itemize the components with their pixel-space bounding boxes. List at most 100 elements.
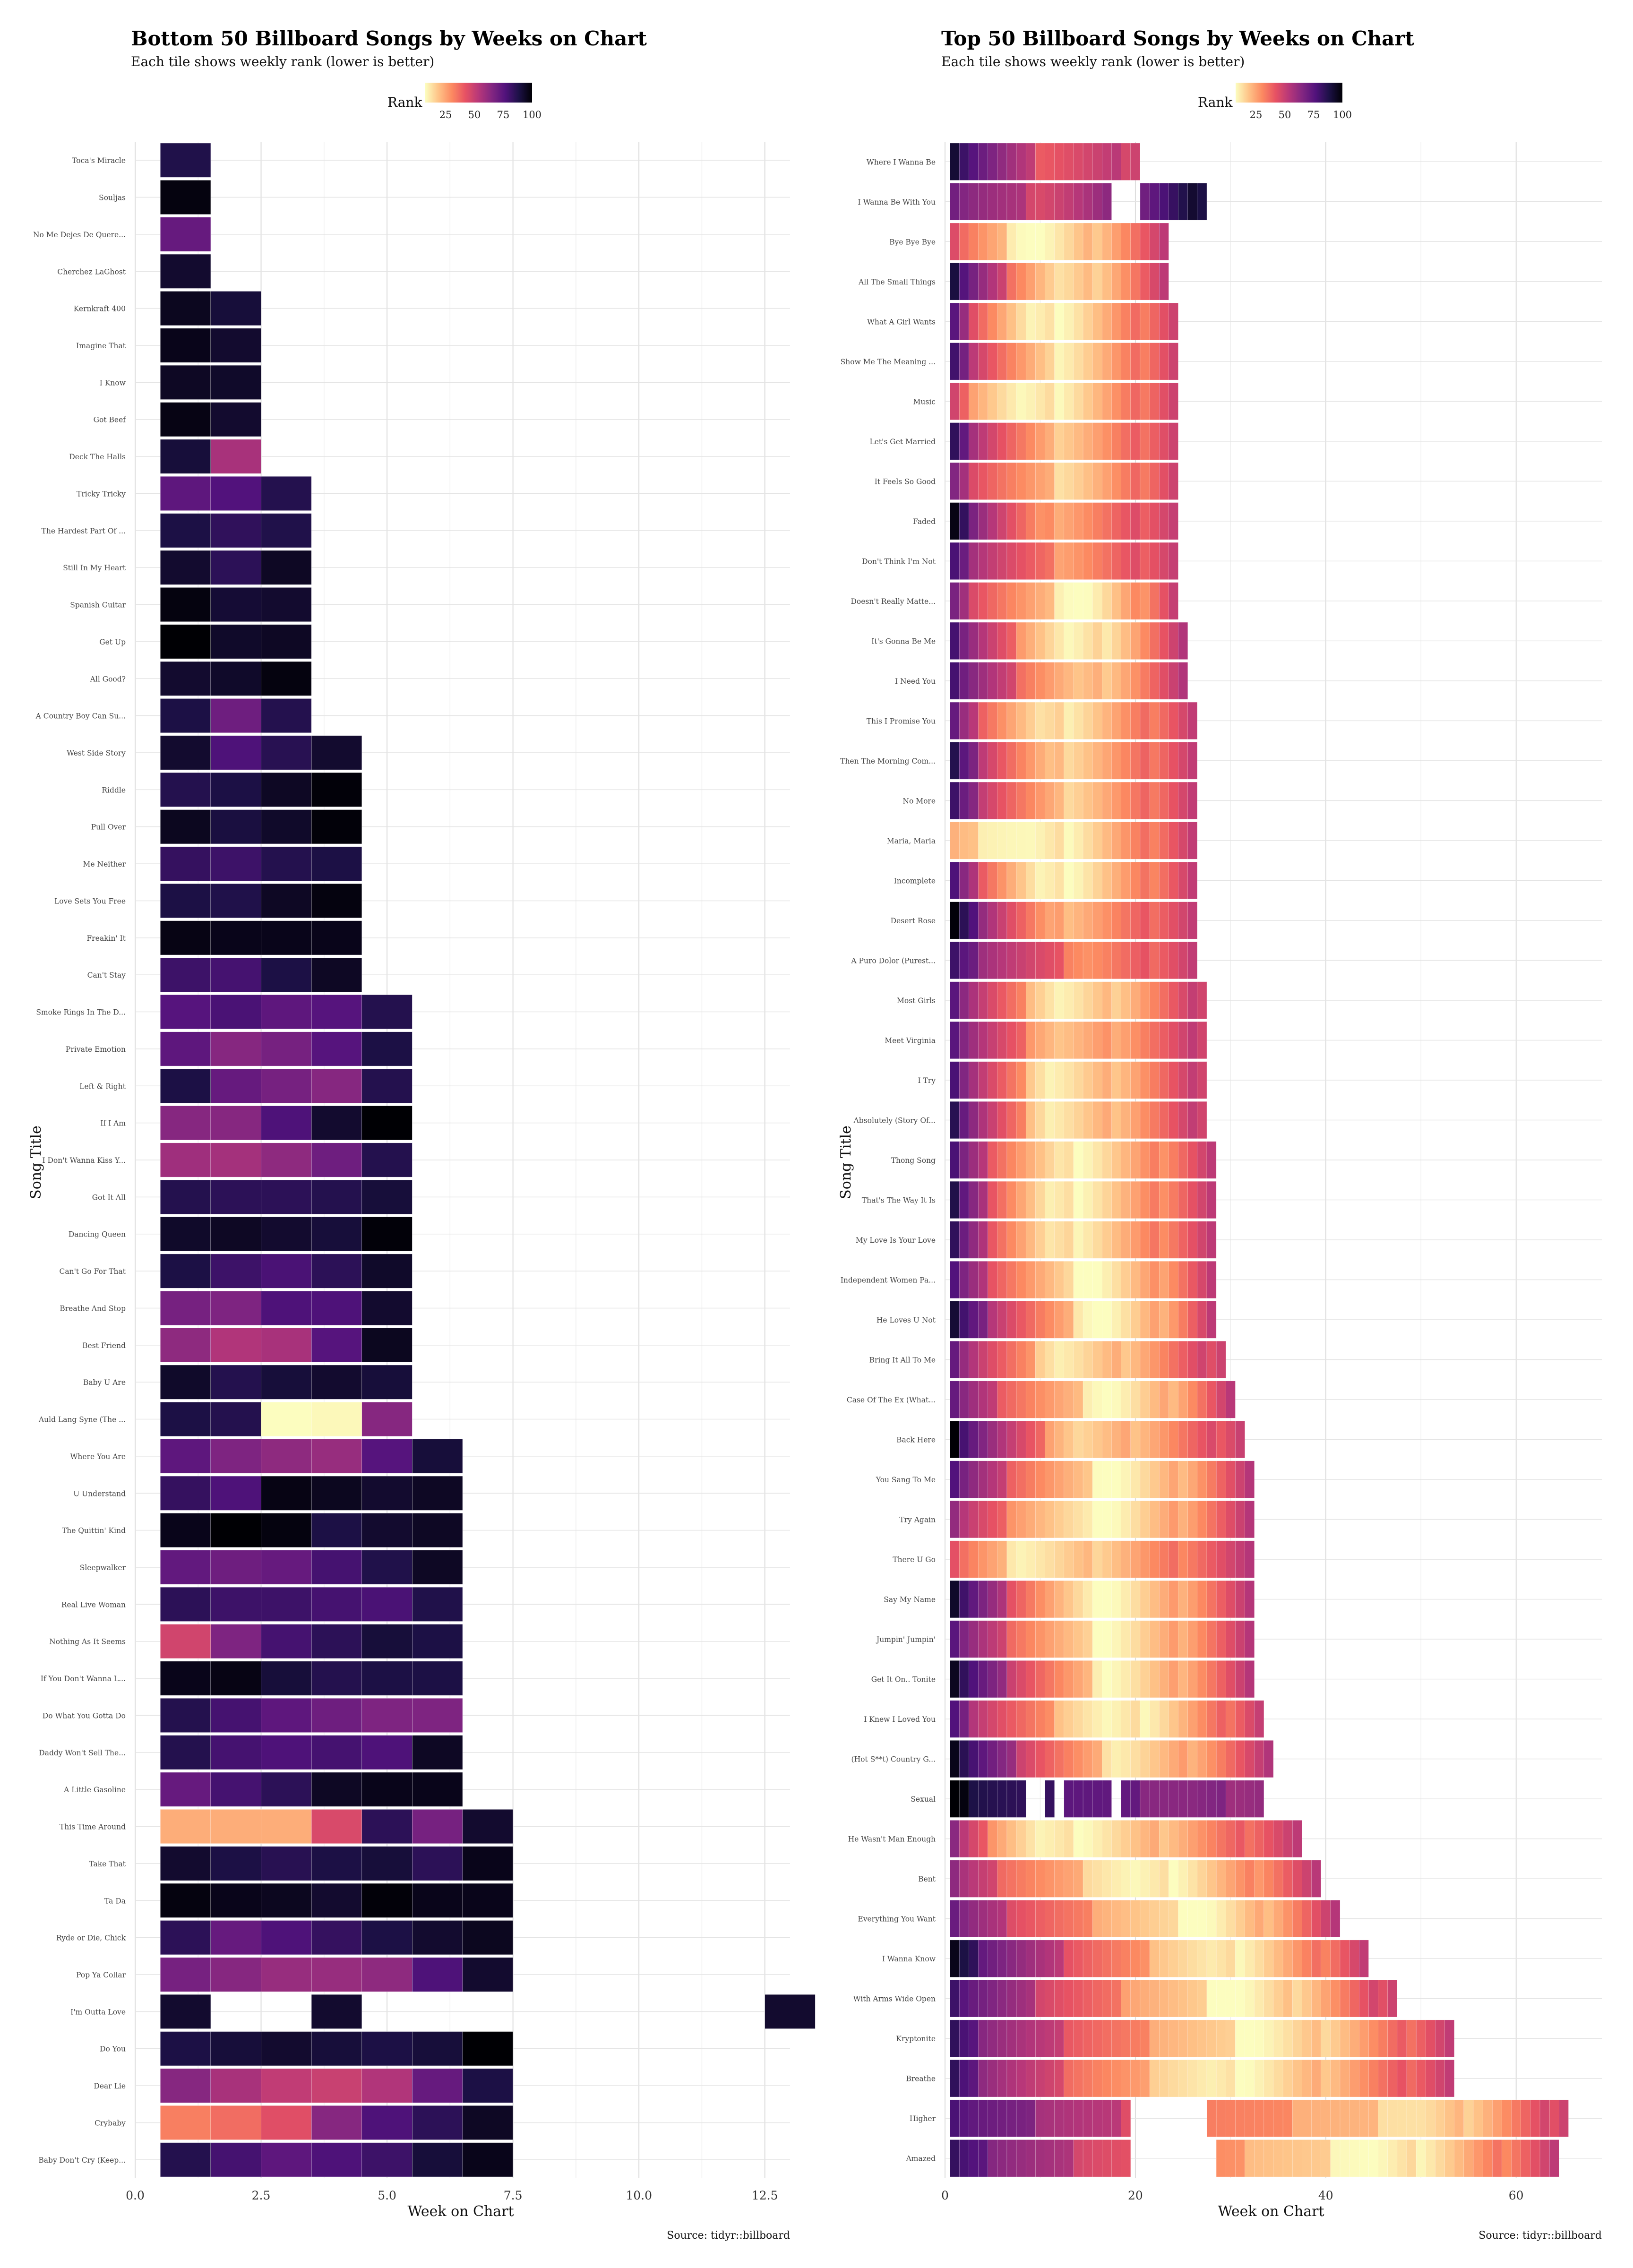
rank-tile [978,302,988,340]
rank-tile [1092,1021,1102,1059]
heat-tiles [949,143,1569,2177]
rank-tile [969,382,979,420]
rank-tile [160,1661,211,1696]
rank-tile [1426,2139,1435,2177]
rank-tile [969,2019,979,2057]
rank-tile [1187,1381,1198,1418]
rank-tile [1102,1900,1112,1938]
rank-tile [1073,1221,1083,1259]
rank-tile [1083,662,1093,700]
song-title-label: Dear Lie [94,2082,126,2090]
rank-tile [969,1501,979,1538]
rank-tile [1121,861,1131,899]
rank-tile [1016,1700,1026,1738]
rank-tile [1130,1341,1141,1379]
rank-tile [1197,1221,1207,1259]
rank-tile [1102,1460,1112,1498]
rank-tile [160,1920,211,1955]
rank-tile [1035,782,1045,819]
rank-tile [1121,1261,1131,1299]
rank-tile [1130,2060,1141,2097]
rank-tile [1045,1900,1055,1938]
rank-tile [1511,2139,1521,2177]
rank-tile [1254,2139,1264,2177]
rank-tile [988,223,998,260]
rank-tile [1159,1301,1169,1339]
rank-tile [160,2068,211,2103]
rank-tile [1054,2060,1065,2097]
rank-tile [997,1660,1007,1698]
rank-tile [1254,2099,1264,2137]
song-title-label: No Me Dejes De Quere... [33,231,126,239]
rank-tile [1092,1061,1102,1099]
rank-tile [997,1341,1007,1379]
rank-tile [1492,2139,1502,2177]
song-title-label: I Knew I Loved You [864,1715,936,1724]
rank-tile [1045,1501,1055,1538]
rank-tile [1159,702,1169,739]
rank-tile [1016,2099,1026,2137]
rank-tile [160,1439,211,1474]
rank-tile [361,1698,413,1733]
rank-tile [361,1439,413,1474]
rank-tile [1330,1900,1341,1938]
rank-tile [1130,502,1141,540]
rank-tile [1149,1860,1160,1898]
rank-tile [1064,1181,1074,1219]
rank-tile [1178,1421,1188,1459]
rank-tile [1083,263,1093,301]
rank-tile [1169,1820,1178,1858]
rank-tile [1073,1581,1083,1618]
rank-tile [1045,1581,1055,1618]
rank-tile [261,1550,312,1585]
rank-tile [1130,302,1141,340]
rank-tile [949,1501,960,1538]
rank-tile [1016,183,1026,221]
rank-tile [1149,1501,1160,1538]
rank-tile [1035,1540,1045,1578]
rank-tile [1092,1381,1102,1418]
rank-tile [997,2060,1007,2097]
rank-tile [1387,1980,1398,2018]
rank-tile [1045,2019,1055,2057]
rank-tile [1159,902,1169,939]
rank-tile [1178,1221,1188,1259]
rank-tile [1035,422,1045,460]
rank-tile [311,1661,362,1696]
rank-tile [1349,2019,1359,2057]
rank-tile [1226,1740,1236,1778]
rank-tile [1102,622,1112,660]
rank-tile [1045,742,1055,780]
rank-tile [1292,2099,1302,2137]
rank-tile [1149,2019,1160,2057]
rank-tile [1006,861,1017,899]
rank-tile [1426,2099,1435,2137]
rank-tile [1111,2060,1121,2097]
song-title-label: Baby Don't Cry (Keep... [38,2156,126,2165]
rank-tile [1045,941,1055,979]
rank-tile [1130,1460,1141,1498]
rank-tile [1016,1900,1026,1938]
rank-tile [1169,502,1178,540]
rank-tile [1140,1581,1150,1618]
rank-tile [1025,263,1036,301]
rank-tile [997,1261,1007,1299]
rank-tile [1064,1620,1074,1658]
rank-tile [969,542,979,580]
rank-tile [1149,1460,1160,1498]
rank-tile [1187,1061,1198,1099]
song-title-label: Higher [910,2114,936,2123]
rank-tile [1073,662,1083,700]
rank-tile [1216,2019,1226,2057]
song-title-label: Dancing Queen [69,1230,126,1239]
rank-tile [1130,1900,1141,1938]
rank-tile [1045,1061,1055,1099]
rank-tile [978,1620,988,1658]
rank-tile [1045,542,1055,580]
rank-tile [1016,1181,1026,1219]
rank-tile [978,782,988,819]
rank-tile [1235,1980,1245,2018]
rank-tile [1302,2139,1312,2177]
rank-tile [1149,742,1160,780]
rank-tile [1130,343,1141,380]
